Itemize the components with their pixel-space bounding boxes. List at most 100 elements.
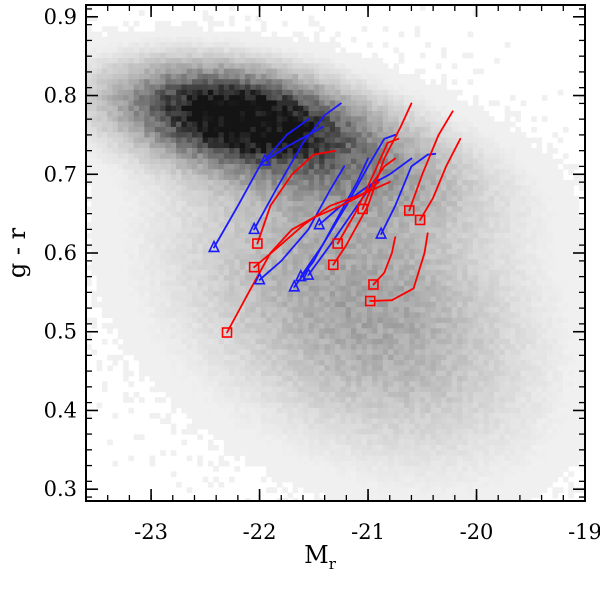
density-cell [292,89,299,96]
density-cell [112,264,119,271]
density-cell [255,381,262,387]
density-cell [377,439,384,446]
density-cell [276,407,283,414]
density-cell [345,418,352,425]
density-cell [154,217,161,223]
density-cell [128,312,135,319]
density-cell [409,434,415,440]
density-cell [271,423,278,430]
density-cell [398,312,405,319]
density-cell [409,307,415,313]
density-cell [144,105,150,112]
density-cell [250,126,256,133]
density-cell [393,47,400,54]
density-cell [404,323,410,329]
density-cell [388,126,394,133]
density-cell [298,169,304,175]
density-cell [213,105,219,112]
density-cell [223,360,230,366]
density-cell [329,450,336,456]
density-cell [218,323,225,329]
density-cell [361,323,368,329]
density-cell [388,376,394,382]
density-cell [101,312,108,319]
density-cell [101,89,108,96]
density-cell [207,31,214,38]
density-cell [154,291,161,297]
density-cell [112,153,119,160]
density-cell [319,63,325,69]
density-cell [186,148,193,154]
density-cell [245,137,251,144]
density-cell [404,349,410,356]
density-cell [202,179,209,186]
density-cell [351,376,357,382]
density-cell [202,370,209,377]
density-cell [287,179,294,186]
density-cell [372,100,378,107]
density-cell [404,195,410,202]
density-cell [239,58,246,64]
density-cell [382,455,389,462]
density-cell [319,444,325,451]
density-cell [144,280,150,287]
density-cell [123,259,129,266]
density-cell [404,291,410,297]
density-cell [186,227,193,234]
density-cell [276,476,283,483]
density-cell [181,63,188,69]
density-cell [202,52,209,59]
density-cell [292,482,299,488]
density-cell [117,105,124,112]
density-cell [128,73,135,80]
density-cell [324,174,331,181]
density-cell [329,344,336,350]
density-cell [117,354,124,361]
density-cell [260,381,267,387]
density-cell [96,232,103,239]
density-cell [186,370,193,377]
density-cell [266,270,272,276]
density-cell [388,434,394,440]
density-cell [86,243,92,250]
density-cell [117,217,124,223]
density-cell [239,84,246,91]
density-cell [356,317,362,324]
density-cell [181,439,188,446]
density-cell [308,323,315,329]
density-cell [414,280,421,287]
density-cell [202,148,209,154]
density-cell [308,195,315,202]
density-cell [86,413,92,419]
density-cell [282,47,288,54]
density-cell [292,158,299,165]
density-cell [361,444,368,451]
density-cell [351,201,357,207]
density-cell [282,153,288,160]
density-cell [123,280,129,287]
density-cell [117,58,124,64]
density-cell [86,195,92,202]
density-cell [324,497,331,501]
density-cell [340,455,347,462]
density-cell [377,407,384,414]
density-cell [404,386,410,393]
density-cell [287,296,294,303]
density-cell [245,164,251,170]
density-cell [351,328,357,334]
density-cell [107,201,113,207]
density-cell [245,285,251,292]
density-cell [266,211,272,218]
density-cell [154,190,161,197]
density-cell [303,338,309,345]
density-cell [313,148,320,154]
density-cell [128,105,135,112]
density-cell [308,84,315,91]
density-cell [303,79,309,85]
density-cell [282,201,288,207]
density-cell [298,413,304,419]
density-cell [335,312,341,319]
density-cell [340,126,347,133]
density-cell [393,285,400,292]
density-cell [144,100,150,107]
